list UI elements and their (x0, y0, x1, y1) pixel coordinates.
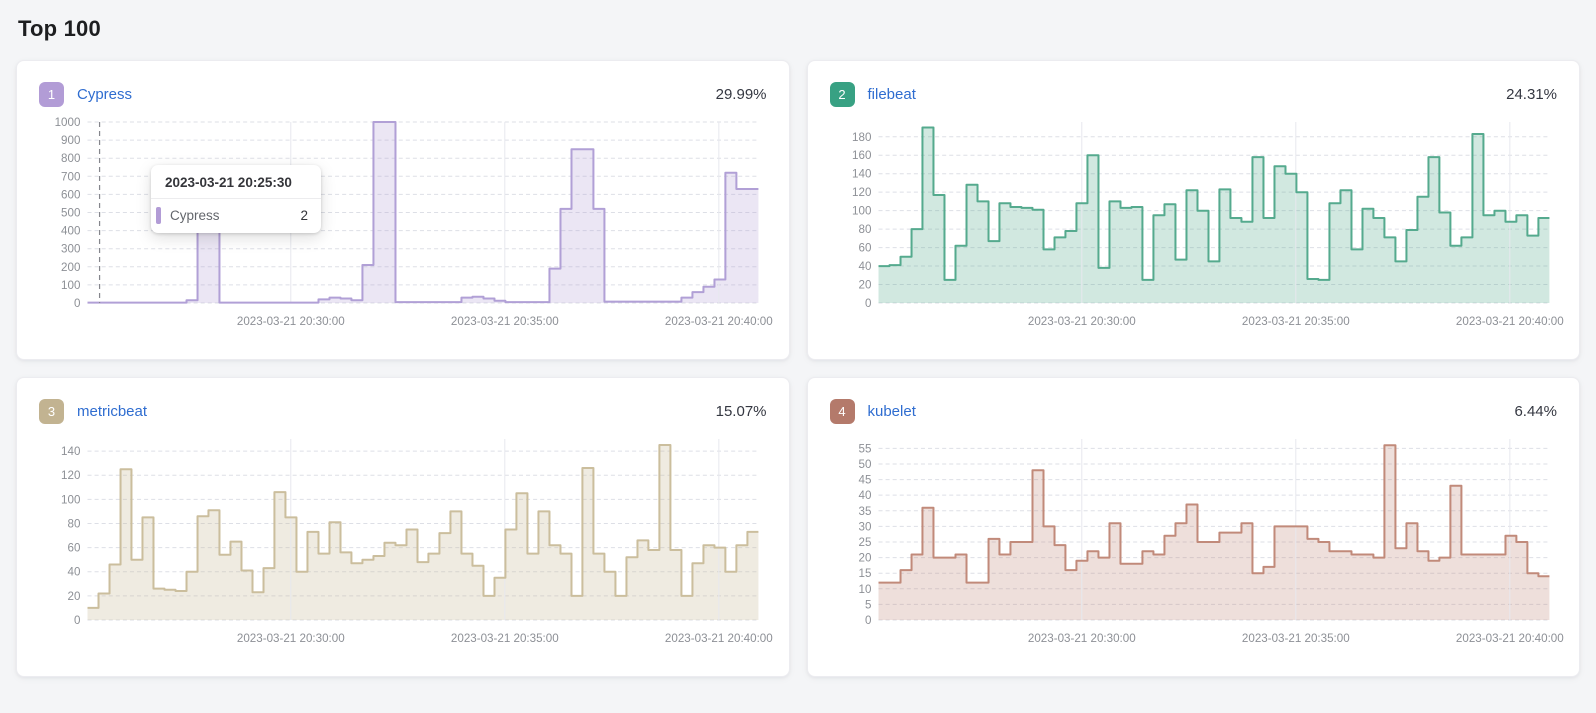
y-axis-tick-label: 60 (858, 243, 871, 255)
y-axis-tick-label: 500 (61, 208, 80, 220)
y-axis-tick-label: 120 (852, 187, 871, 199)
card-header: 4 kubelet 6.44% (829, 396, 1557, 426)
chart-area[interactable]: 0 5 10 15 20 25 30 35 40 45 50 55 2023-03-21 20:30:0… (830, 432, 1563, 656)
y-axis-tick-label: 5 (864, 599, 870, 611)
y-axis-tick-label: 15 (858, 568, 871, 580)
percent-value: 6.44% (1514, 402, 1557, 420)
card-header: 3 metricbeat 15.07% (39, 396, 767, 426)
y-axis-tick-label: 0 (74, 298, 80, 310)
page-title: Top 100 (18, 16, 101, 41)
y-axis-tick-label: 140 (852, 169, 871, 181)
chart-card-cypress: 1 Cypress 29.99% 2023-03-21 20:25:30 Cyp… (16, 60, 790, 360)
x-axis-tick-label: 2023-03-21 20:30:00 (1027, 633, 1135, 645)
percent-value: 24.31% (1506, 85, 1557, 103)
series-name-link[interactable]: metricbeat (77, 402, 148, 420)
y-axis-tick-label: 0 (74, 615, 80, 627)
y-axis-tick-label: 120 (61, 470, 80, 482)
y-axis-tick-label: 160 (852, 150, 871, 162)
y-axis-tick-label: 100 (61, 280, 80, 292)
y-axis-tick-label: 35 (858, 506, 871, 518)
y-axis-tick-label: 300 (61, 244, 80, 256)
y-axis-tick-label: 1000 (55, 117, 81, 129)
y-axis-tick-label: 0 (864, 298, 870, 310)
y-axis-tick-label: 100 (852, 206, 871, 218)
x-axis-tick-label: 2023-03-21 20:30:00 (1027, 316, 1135, 328)
y-axis-tick-label: 400 (61, 226, 80, 238)
x-axis-tick-label: 2023-03-21 20:40:00 (665, 633, 773, 645)
y-axis-tick-label: 40 (858, 490, 871, 502)
x-axis-tick-label: 2023-03-21 20:40:00 (665, 316, 773, 328)
y-axis-tick-label: 50 (858, 459, 871, 471)
rank-badge: 1 (39, 81, 64, 107)
y-axis-tick-label: 40 (68, 567, 81, 579)
chart-canvas: 0 5 10 15 20 25 30 35 40 45 50 55 2023-03-21 20:30:0… (858, 439, 1563, 645)
x-axis-tick-label: 2023-03-21 20:35:00 (1241, 633, 1349, 645)
y-axis-tick-label: 180 (852, 132, 871, 144)
y-axis-tick-label: 30 (858, 521, 871, 533)
x-axis-tick-label: 2023-03-21 20:40:00 (1455, 316, 1563, 328)
chart-card-kubelet: 4 kubelet 6.44% 0 5 10 15 20 25 30 35 40 45 50 55 20… (806, 377, 1580, 677)
y-axis-tick-label: 40 (858, 261, 871, 273)
percent-value: 29.99% (715, 85, 767, 103)
chart-area[interactable]: 2023-03-21 20:25:30 Cypress 2 0 100 200 300… (39, 115, 773, 339)
chart-canvas: 0 20 40 60 80 100 120 140 2023-03-21 20:30:00 202… (61, 439, 773, 645)
series-marker-icon (156, 207, 161, 224)
rank-badge: 2 (829, 81, 855, 107)
tooltip-series-value: 2 (300, 208, 308, 223)
y-axis-tick-label: 600 (61, 189, 80, 201)
tooltip-timestamp: 2023-03-21 20:25:30 (151, 173, 321, 199)
chart-canvas: 0 100 200 300 400 500 600 700 800 900 1000 2023-03-… (55, 117, 773, 328)
rank-badge: 3 (39, 398, 64, 424)
series-name-link[interactable]: Cypress (77, 85, 133, 103)
card-header: 1 Cypress 29.99% (39, 79, 767, 109)
x-axis-tick-label: 2023-03-21 20:40:00 (1455, 633, 1563, 645)
y-axis-tick-label: 700 (61, 171, 80, 183)
x-axis-tick-label: 2023-03-21 20:30:00 (237, 633, 345, 645)
y-axis-tick-label: 20 (68, 591, 81, 603)
series-name-link[interactable]: filebeat (867, 85, 916, 103)
y-axis-tick-label: 200 (61, 262, 80, 274)
card-header: 2 filebeat 24.31% (829, 79, 1557, 109)
x-axis-tick-label: 2023-03-21 20:30:00 (237, 316, 345, 328)
chart-card-filebeat: 2 filebeat 24.31% 0 20 40 60 80 100 120 140 160 1… (806, 60, 1580, 360)
percent-value: 15.07% (715, 402, 767, 420)
cards-grid: 1 Cypress 29.99% 2023-03-21 20:25:30 Cyp… (16, 60, 1580, 677)
y-axis-tick-label: 80 (68, 519, 81, 531)
y-axis-tick-label: 900 (61, 135, 80, 147)
y-axis-tick-label: 60 (68, 543, 81, 555)
rank-badge: 4 (829, 398, 855, 424)
y-axis-tick-label: 20 (858, 553, 871, 565)
chart-tooltip: 2023-03-21 20:25:30 Cypress 2 (151, 165, 321, 233)
y-axis-tick-label: 45 (858, 475, 871, 487)
tooltip-row: Cypress 2 (151, 199, 321, 226)
x-axis-tick-label: 2023-03-21 20:35:00 (1241, 316, 1349, 328)
dashboard-page: Top 100 1 Cypress 29.99% 2023-03-21 20:2… (16, 16, 1580, 677)
y-axis-tick-label: 55 (858, 443, 871, 455)
y-axis-tick-label: 80 (858, 224, 871, 236)
y-axis-tick-label: 25 (858, 537, 871, 549)
y-axis-tick-label: 20 (858, 280, 871, 292)
x-axis-tick-label: 2023-03-21 20:35:00 (451, 316, 559, 328)
y-axis-tick-label: 10 (858, 584, 871, 596)
chart-canvas: 0 20 40 60 80 100 120 140 160 180 2023-03-21 20:30… (852, 122, 1563, 328)
y-axis-tick-label: 800 (61, 153, 80, 165)
chart-area[interactable]: 0 20 40 60 80 100 120 140 160 180 2023-03-21 20:30… (830, 115, 1563, 339)
y-axis-tick-label: 100 (61, 494, 80, 506)
y-axis-tick-label: 0 (864, 615, 870, 627)
series-name-link[interactable]: kubelet (867, 402, 916, 420)
x-axis-tick-label: 2023-03-21 20:35:00 (451, 633, 559, 645)
y-axis-tick-label: 140 (61, 446, 80, 458)
chart-card-metricbeat: 3 metricbeat 15.07% 0 20 40 60 80 100 120 140 20… (16, 377, 790, 677)
chart-area[interactable]: 0 20 40 60 80 100 120 140 2023-03-21 20:30:00 202… (39, 432, 773, 656)
tooltip-series-label: Cypress (170, 208, 220, 223)
